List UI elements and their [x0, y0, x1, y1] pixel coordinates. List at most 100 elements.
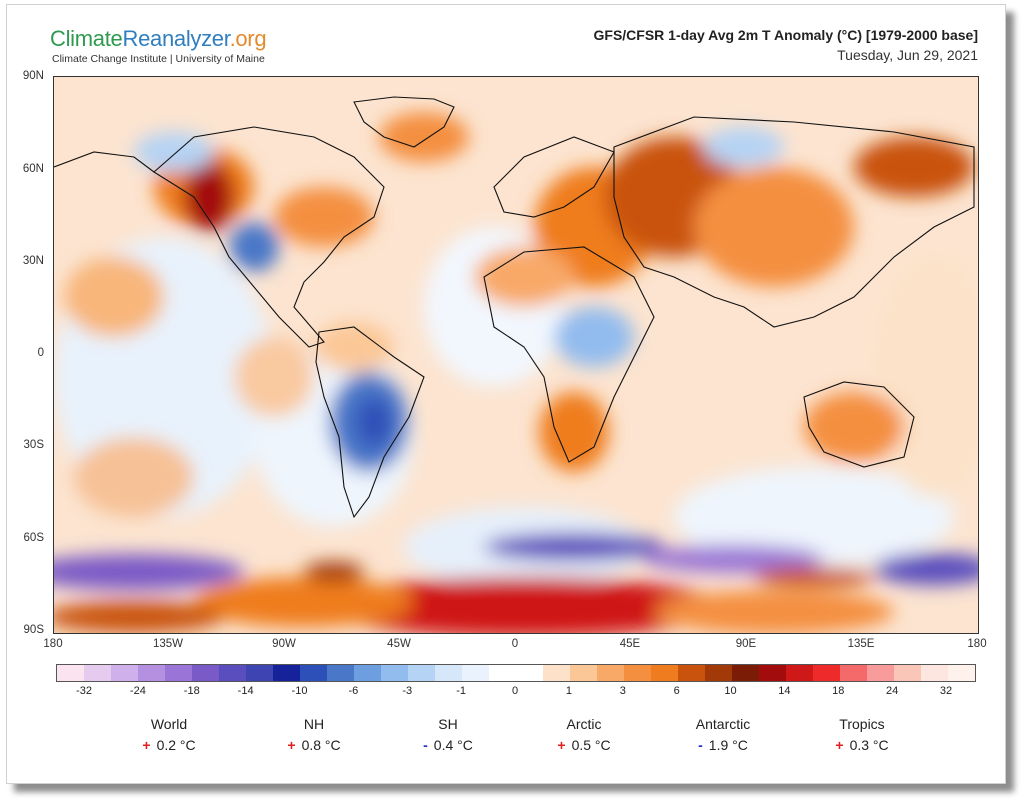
colorbar-swatch — [138, 665, 165, 681]
colorbar-label: -14 — [237, 685, 254, 697]
anomaly-map[interactable] — [53, 76, 979, 634]
colorbar-swatch — [165, 665, 192, 681]
colorbar-swatch — [381, 665, 408, 681]
stat-value: 0.8 °C — [301, 737, 341, 753]
colorbar-swatch — [570, 665, 597, 681]
colorbar-label: 24 — [886, 685, 899, 697]
colorbar-label: -18 — [183, 685, 200, 697]
colorbar-swatch — [597, 665, 624, 681]
stat-nh: NH +0.8 °C — [254, 716, 374, 753]
colorbar-label: 1 — [565, 685, 572, 697]
stat-value: 0.4 °C — [433, 737, 473, 753]
colorbar-swatch — [300, 665, 327, 681]
colorbar-label: -3 — [402, 685, 413, 697]
colorbar-label: 14 — [778, 685, 791, 697]
stat-world: World +0.2 °C — [109, 716, 229, 753]
logo-part-reanalyzer: Reanalyzer — [122, 26, 230, 51]
minus-sign: - — [698, 737, 703, 753]
map-title: GFS/CFSR 1-day Avg 2m T Anomaly (°C) [19… — [593, 27, 979, 43]
colorbar-label: 18 — [832, 685, 845, 697]
colorbar-label: 3 — [619, 685, 626, 697]
site-logo[interactable]: ClimateReanalyzer.org — [50, 26, 267, 52]
colorbar-swatch — [84, 665, 111, 681]
colorbar-swatch — [705, 665, 732, 681]
colorbar-swatch — [111, 665, 138, 681]
anomaly-map-graphic — [54, 77, 978, 633]
colorbar-swatch — [867, 665, 894, 681]
colorbar-swatch — [840, 665, 867, 681]
logo-part-org: .org — [229, 26, 267, 51]
lon-label-45w: 45W — [387, 638, 411, 650]
colorbar-swatch — [948, 665, 975, 681]
minus-sign: - — [423, 737, 428, 753]
lon-label-180e: 180 — [967, 638, 987, 650]
colorbar-swatch — [327, 665, 354, 681]
stat-name: NH — [303, 716, 325, 732]
stat-name: Antarctic — [695, 716, 751, 732]
colorbar-swatch — [759, 665, 786, 681]
colorbar-swatch — [489, 665, 516, 681]
colorbar-swatch — [921, 665, 948, 681]
colorbar-label: -6 — [348, 685, 359, 697]
stat-sh: SH -0.4 °C — [388, 716, 508, 753]
map-date: Tuesday, Jun 29, 2021 — [837, 47, 978, 63]
colorbar-swatch — [543, 665, 570, 681]
stat-antarctic: Antarctic -1.9 °C — [663, 716, 783, 753]
logo-part-climate: Climate — [50, 26, 123, 51]
lat-label-90n: 90N — [22, 70, 44, 82]
stat-name: Tropics — [839, 716, 885, 732]
colorbar-swatch — [651, 665, 678, 681]
stat-arctic: Arctic +0.5 °C — [524, 716, 644, 753]
colorbar-swatch — [516, 665, 543, 681]
colorbar-swatch — [219, 665, 246, 681]
institution-label: Climate Change Institute | University of… — [52, 53, 265, 65]
stat-value: 0.2 °C — [156, 737, 196, 753]
colorbar-label: 0 — [511, 685, 519, 697]
stat-name: Arctic — [566, 716, 602, 732]
lat-label-30n: 30N — [22, 255, 44, 267]
lon-label-45e: 45E — [619, 638, 641, 650]
plus-sign: + — [142, 737, 151, 753]
lon-label-0: 0 — [511, 638, 519, 650]
lon-label-90w: 90W — [272, 638, 296, 650]
plus-sign: + — [287, 737, 296, 753]
plus-sign: + — [835, 737, 844, 753]
colorbar-swatch — [732, 665, 759, 681]
colorbar-label: -10 — [291, 685, 308, 697]
colorbar-swatch — [192, 665, 219, 681]
colorbar-swatch — [408, 665, 435, 681]
colorbar-label: 6 — [673, 685, 680, 697]
stat-tropics: Tropics +0.3 °C — [802, 716, 922, 753]
stat-value: 0.5 °C — [571, 737, 611, 753]
stat-value: 1.9 °C — [708, 737, 748, 753]
lon-label-90e: 90E — [735, 638, 757, 650]
colorbar-label: -1 — [456, 685, 467, 697]
colorbar-swatch — [678, 665, 705, 681]
colorbar-swatch — [894, 665, 921, 681]
colorbar-swatch — [435, 665, 462, 681]
lat-label-0: 0 — [37, 347, 44, 359]
lat-label-30s: 30S — [23, 439, 44, 451]
colorbar-swatch — [813, 665, 840, 681]
colorbar-swatch — [57, 665, 84, 681]
colorbar-swatch — [354, 665, 381, 681]
plus-sign: + — [557, 737, 566, 753]
colorbar-swatch — [786, 665, 813, 681]
colorbar-swatch — [624, 665, 651, 681]
lon-label-180w: 180 — [43, 638, 63, 650]
colorbar-label: 10 — [724, 685, 737, 697]
lon-label-135w: 135W — [152, 638, 184, 650]
colorbar-swatch — [246, 665, 273, 681]
stat-name: World — [150, 716, 188, 732]
lat-label-60s: 60S — [23, 532, 44, 544]
colorbar-label: 32 — [939, 685, 953, 697]
lat-label-90s: 90S — [23, 624, 44, 636]
lon-label-135e: 135E — [847, 638, 875, 650]
colorbar-swatch — [462, 665, 489, 681]
colorbar-swatch — [273, 665, 300, 681]
stat-name: SH — [438, 716, 458, 732]
colorbar-label: -32 — [76, 685, 92, 697]
colorbar-legend — [56, 664, 976, 682]
lat-label-60n: 60N — [22, 163, 44, 175]
colorbar-label: -24 — [129, 685, 146, 697]
